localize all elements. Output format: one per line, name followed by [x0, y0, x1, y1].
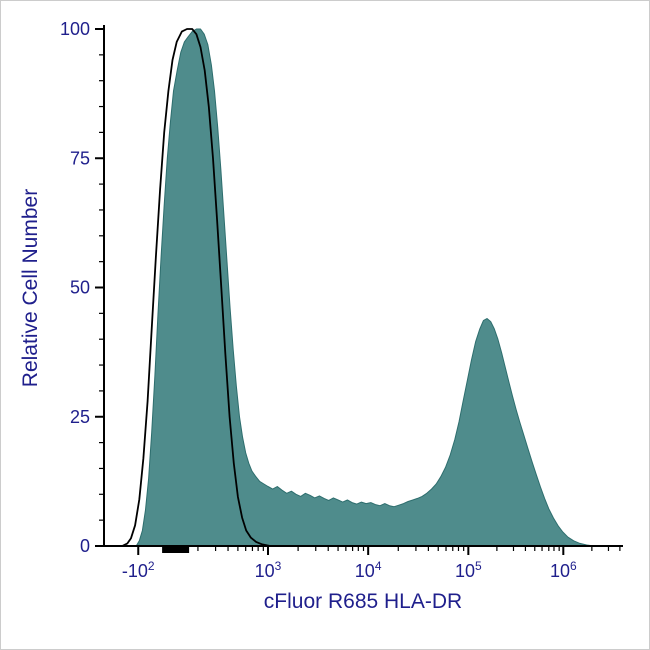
y-tick-label: 50	[70, 278, 90, 298]
axis-zero-region-marker	[162, 547, 190, 553]
x-tick-label: -102	[122, 559, 155, 581]
x-tick-label: 103	[255, 559, 282, 581]
y-axis-title: Relative Cell Number	[19, 188, 42, 388]
y-tick-label: 75	[70, 148, 90, 168]
x-tick-label: 104	[355, 559, 382, 581]
y-tick-label: 100	[60, 19, 90, 39]
control-outline-histogram	[121, 28, 271, 547]
x-tick-label: 105	[455, 559, 482, 581]
y-tick-label: 25	[70, 407, 90, 427]
y-tick-label: 0	[80, 536, 90, 556]
x-tick-label: 106	[550, 559, 577, 581]
x-axis-title: cFluor R685 HLA-DR	[263, 590, 463, 613]
stained-filled-histogram	[135, 28, 595, 547]
